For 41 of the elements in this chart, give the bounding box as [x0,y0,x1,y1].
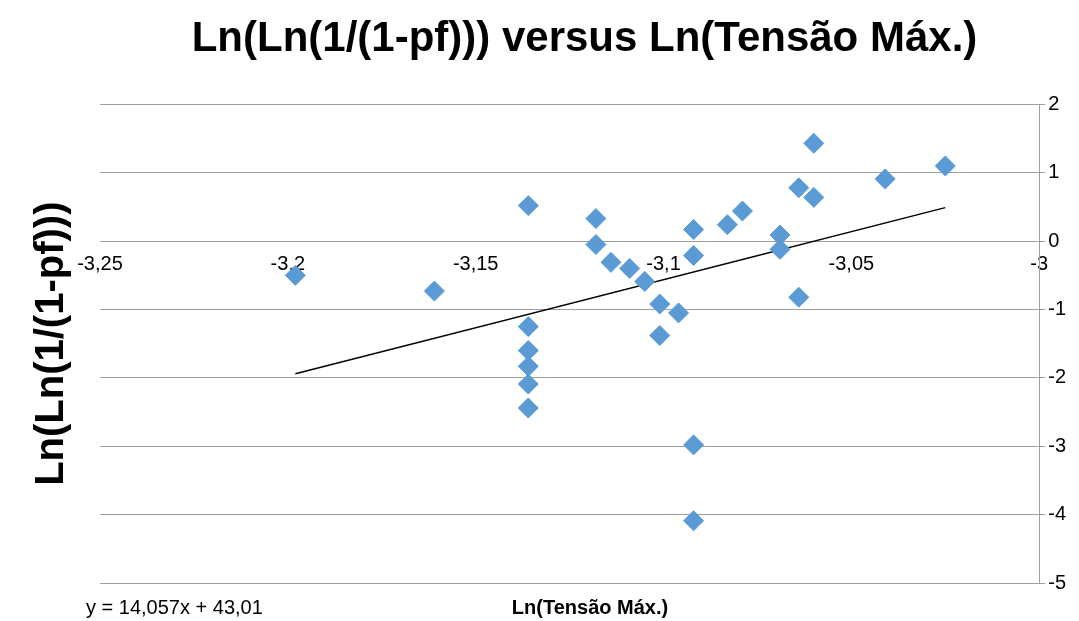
chart-title: Ln(Ln(1/(1-pf))) versus Ln(Tensão Máx.) [191,12,978,60]
point [517,195,539,217]
x-tick-label: -3,1 [646,251,681,274]
point [517,373,539,395]
y-tick-label: 2 [1048,91,1060,114]
point [517,397,539,419]
point [803,186,825,208]
point [788,177,810,199]
y-tick-label: -4 [1048,502,1067,525]
x-axis-title: Ln(Tensão Máx.) [511,596,669,618]
point [649,325,671,346]
point [517,355,539,377]
y-tick-label: -3 [1048,433,1067,456]
point [683,245,705,266]
y-tick-label: -1 [1048,297,1067,320]
y-tick-label: -5 [1048,570,1067,593]
point [683,434,705,456]
point [716,214,738,236]
point [619,257,641,279]
y-tick-label: 1 [1048,160,1060,183]
point [649,293,671,315]
point [517,316,539,338]
x-tick-label: -3,15 [452,251,499,274]
point [934,155,956,177]
point [683,219,705,241]
point [788,286,810,308]
point [803,132,825,154]
x-tick-label: -3,25 [77,251,123,274]
point [423,280,445,302]
x-tick-label: -3,05 [828,251,875,274]
text: y = 14,057x + 43,01 [86,596,263,618]
point [600,251,622,273]
point [585,208,607,230]
point [683,510,705,532]
point [874,168,896,190]
point [668,302,690,324]
y-tick-label: -2 [1048,365,1067,388]
point [731,200,753,222]
point [585,234,607,256]
y-axis-title: Ln(Ln(1/(1-pf))) [27,201,72,486]
y-tick-label: 0 [1048,228,1060,251]
